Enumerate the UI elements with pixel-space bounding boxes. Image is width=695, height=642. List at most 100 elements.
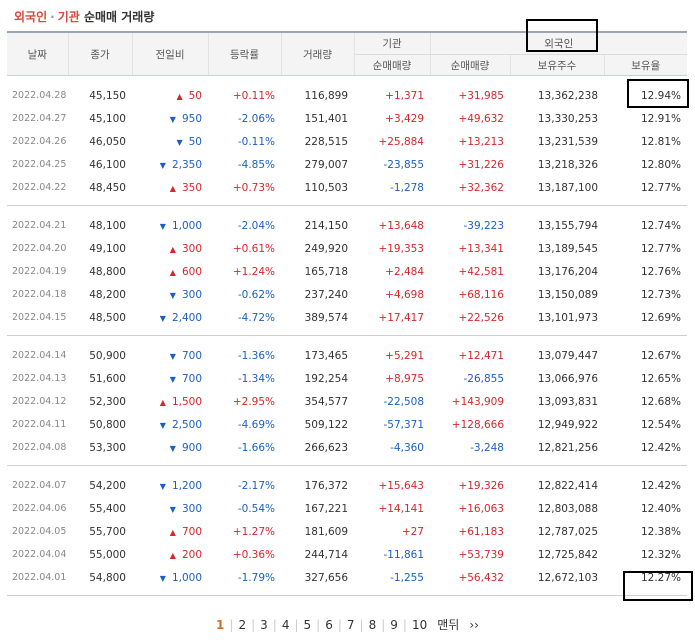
table-row: 2022.04.28 45,150 ▲ 50 +0.11% 116,899 +1,371 +3… (7, 84, 687, 107)
cell-inst-net: -22,508 (383, 395, 424, 408)
cell-change: ▼ 1,000 (132, 214, 208, 237)
cell-close: 48,500 (89, 311, 126, 324)
page-divider: | (294, 618, 299, 632)
change-value: 700 (181, 372, 202, 385)
cell-close: 55,700 (89, 525, 126, 538)
cell-volume: 173,465 (304, 349, 348, 362)
cell-close: 50,800 (89, 418, 126, 431)
page-link-1[interactable]: 1 (216, 618, 225, 632)
highlight-box-ratio-bottom (623, 571, 693, 601)
page-link-2[interactable]: 2 (238, 618, 247, 632)
cell-foreign-net: +31,226 (458, 158, 504, 171)
cell-holdings: 13,231,539 (537, 135, 598, 148)
cell-ratio: 12.77% (640, 181, 681, 194)
cell-date: 2022.04.06 (12, 503, 67, 514)
triangle-down-icon: ▼ (159, 221, 166, 231)
cell-foreign-net: +49,632 (458, 112, 504, 125)
cell-close: 52,300 (89, 395, 126, 408)
triangle-down-icon: ▼ (176, 137, 183, 147)
cell-foreign-net: +128,666 (451, 418, 504, 431)
cell-close: 54,200 (89, 479, 126, 492)
row-spacer (7, 336, 687, 344)
cell-foreign-net: +13,213 (458, 135, 504, 148)
next-arrow-icon[interactable]: ›› (469, 618, 479, 632)
cell-holdings: 12,803,088 (537, 502, 598, 515)
row-spacer (7, 466, 687, 474)
page-divider: | (402, 618, 407, 632)
cell-volume: 167,221 (304, 502, 348, 515)
change-value: 350 (181, 181, 202, 194)
cell-holdings: 12,822,414 (537, 479, 598, 492)
cell-rate: -1.79% (237, 571, 275, 584)
cell-inst-net: +1,371 (385, 89, 424, 102)
header-foreign-group: 외국인 (430, 31, 687, 55)
page-title: 외국인 · 기관 순매매 거래량 (14, 8, 154, 25)
table-row: 2022.04.26 46,050 ▼ 50 -0.11% 228,515 +25,884 +… (7, 130, 687, 153)
page-link-7[interactable]: 7 (346, 618, 355, 632)
cell-holdings: 13,189,545 (537, 242, 598, 255)
cell-close: 45,150 (89, 89, 126, 102)
triangle-up-icon: ▲ (159, 397, 166, 407)
cell-volume: 237,240 (304, 288, 348, 301)
spacer-cell (7, 466, 687, 474)
change-value: 2,350 (171, 158, 202, 171)
page-link-4[interactable]: 4 (281, 618, 290, 632)
cell-ratio: 12.94% (640, 89, 681, 102)
cell-inst-net: +17,417 (378, 311, 424, 324)
cell-change: ▼ 1,000 (132, 566, 208, 589)
cell-rate: -1.66% (237, 441, 275, 454)
table-row: 2022.04.19 48,800 ▲ 600 +1.24% 165,718 +2,484 +… (7, 260, 687, 283)
change-value: 700 (181, 525, 202, 538)
cell-close: 51,600 (89, 372, 126, 385)
cell-volume: 165,718 (304, 265, 348, 278)
spacer-cell (7, 76, 687, 85)
page-link-9[interactable]: 9 (390, 618, 398, 632)
cell-foreign-net: +53,739 (458, 548, 504, 561)
table-row: 2022.04.06 55,400 ▼ 300 -0.54% 167,221 +14,141… (7, 497, 687, 520)
table-row: 2022.04.18 48,200 ▼ 300 -0.62% 237,240 +4,698 +… (7, 283, 687, 306)
cell-date: 2022.04.21 (12, 220, 67, 231)
change-value: 950 (181, 112, 202, 125)
triangle-down-icon: ▼ (169, 443, 176, 453)
cell-date: 2022.04.08 (12, 442, 67, 453)
cell-rate: +0.61% (232, 242, 275, 255)
table-row: 2022.04.11 50,800 ▼ 2,500 -4.69% 509,122 -57,3… (7, 413, 687, 436)
page-link-8[interactable]: 8 (368, 618, 377, 632)
cell-holdings: 13,330,253 (537, 112, 598, 125)
cell-change: ▼ 2,350 (132, 153, 208, 176)
last-page-link[interactable]: 맨뒤 (437, 618, 460, 632)
change-value: 200 (181, 548, 202, 561)
cell-inst-net: -11,861 (383, 548, 424, 561)
page-link-3[interactable]: 3 (260, 618, 268, 632)
row-spacer (7, 76, 687, 85)
cell-ratio: 12.76% (640, 265, 681, 278)
cell-holdings: 13,150,089 (537, 288, 598, 301)
page-link-6[interactable]: 6 (325, 618, 333, 632)
page-link-10[interactable]: 10 (411, 618, 428, 632)
cell-change: ▲ 300 (132, 237, 208, 260)
cell-rate: -4.69% (237, 418, 275, 431)
cell-change: ▼ 300 (132, 497, 208, 520)
triangle-up-icon: ▲ (176, 91, 183, 101)
cell-holdings: 12,821,256 (537, 441, 598, 454)
cell-change: ▼ 700 (132, 344, 208, 367)
change-value: 1,000 (171, 219, 202, 232)
triangle-down-icon: ▼ (159, 573, 166, 583)
cell-change: ▼ 300 (132, 283, 208, 306)
cell-inst-net: +2,484 (385, 265, 424, 278)
highlight-box-foreign-header (526, 19, 598, 52)
trading-table: 날짜 종가 전일비 등락률 거래량 기관 외국인 순매매량 순매매량 보유주수 … (7, 31, 687, 596)
row-spacer (7, 205, 687, 206)
page-link-5[interactable]: 5 (303, 618, 312, 632)
title-net-volume: 순매매 거래량 (83, 10, 155, 24)
triangle-down-icon: ▼ (159, 481, 166, 491)
cell-volume: 228,515 (304, 135, 348, 148)
cell-close: 54,800 (89, 571, 126, 584)
cell-rate: +1.24% (232, 265, 275, 278)
change-value: 300 (181, 502, 202, 515)
cell-inst-net: -23,855 (383, 158, 424, 171)
cell-ratio: 12.69% (640, 311, 681, 324)
cell-holdings: 13,176,204 (537, 265, 598, 278)
cell-change: ▲ 200 (132, 543, 208, 566)
cell-inst-net: +15,643 (378, 479, 424, 492)
